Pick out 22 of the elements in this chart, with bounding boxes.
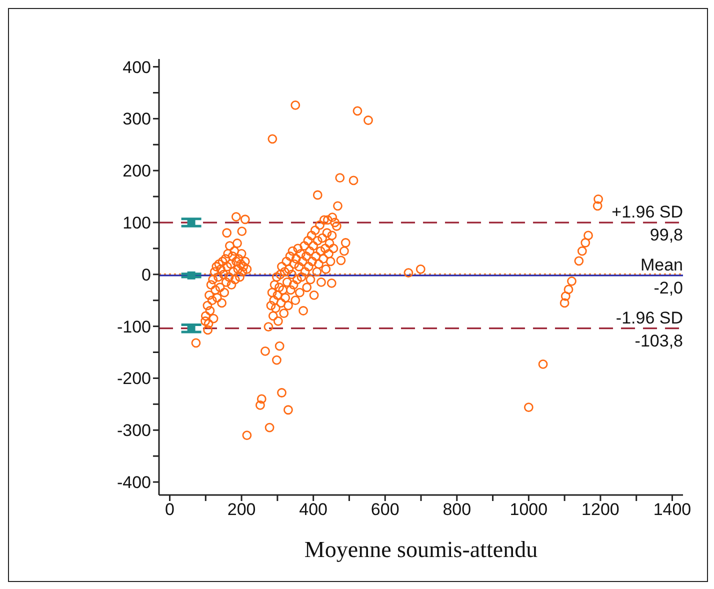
- x-tick-label: 1000: [510, 500, 548, 520]
- x-tick-label: 600: [370, 500, 400, 520]
- x-tick-label: 400: [299, 500, 328, 520]
- y-tick-label: 300: [122, 110, 151, 129]
- y-tick-label: -200: [116, 369, 151, 388]
- point: [187, 271, 196, 280]
- y-tick-label: -300: [116, 421, 151, 440]
- x-tick-label: 0: [165, 500, 174, 520]
- y-tick-label: 0: [142, 265, 151, 284]
- y-tick-label: 200: [122, 162, 151, 181]
- y-tick-label: 400: [122, 58, 151, 77]
- y-tick-label: -400: [116, 473, 151, 492]
- x-tick-label: 200: [227, 500, 256, 520]
- x-tick-label: 800: [442, 500, 472, 520]
- ref-line-label: +1.96 SD 99,8: [612, 202, 683, 245]
- x-tick-label: 1400: [653, 500, 692, 520]
- y-tick-label: -100: [116, 317, 151, 336]
- x-tick-label: 1200: [582, 500, 620, 520]
- y-tick-label: 100: [122, 214, 151, 233]
- ref-line-label: -1.96 SD -103,8: [616, 308, 683, 350]
- x-axis-title: Moyenne soumis-attendu: [304, 537, 538, 562]
- ref-line-label: Mean -2,0: [640, 255, 683, 298]
